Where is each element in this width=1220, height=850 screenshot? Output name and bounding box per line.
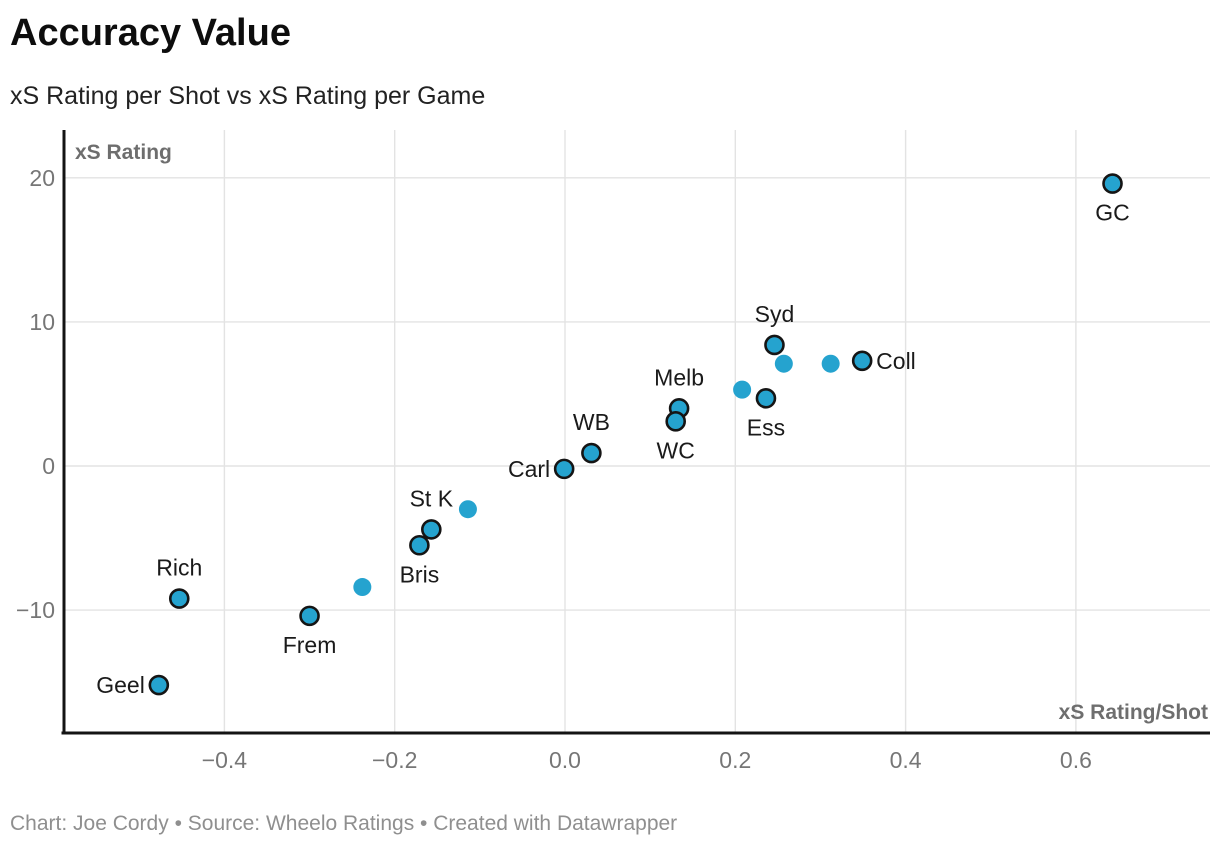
y-tick-label: −10 <box>16 597 55 623</box>
point-label: GC <box>1095 200 1130 226</box>
x-tick-label: −0.4 <box>202 747 248 773</box>
data-point-carl[interactable] <box>553 458 575 480</box>
point-label: Melb <box>654 364 704 390</box>
x-tick-label: 0.6 <box>1060 747 1092 773</box>
data-point-unlabeled[interactable] <box>733 380 752 399</box>
y-axis-title: xS Rating <box>75 141 172 164</box>
x-tick-label: 0.0 <box>549 747 581 773</box>
point-label: Ess <box>747 414 785 440</box>
y-tick-label: 10 <box>29 309 55 335</box>
tick-layer: 20 10 0 −10 −0.4 −0.2 0.0 0.2 0.4 0.6 <box>16 165 1092 773</box>
data-point-unlabeled[interactable] <box>458 500 477 519</box>
chart-title: Accuracy Value <box>10 12 291 54</box>
data-point-bris[interactable] <box>409 534 430 556</box>
data-point-wc[interactable] <box>665 411 686 432</box>
x-axis-title: xS Rating/Shot <box>1059 701 1208 724</box>
data-point-rich[interactable] <box>168 588 190 609</box>
data-point-unlabeled[interactable] <box>774 354 793 373</box>
point-label: Rich <box>156 555 202 581</box>
chart-footer-credits: Chart: Joe Cordy • Source: Wheelo Rating… <box>10 812 678 835</box>
point-label: Coll <box>876 348 916 374</box>
x-tick-label: 0.4 <box>890 747 922 773</box>
data-point-st-k[interactable] <box>421 519 442 540</box>
data-point-gc[interactable] <box>1102 173 1123 194</box>
point-label: Geel <box>96 672 145 698</box>
data-point-frem[interactable] <box>299 605 320 627</box>
data-point-wb[interactable] <box>581 442 602 464</box>
point-label: Bris <box>400 561 440 587</box>
data-point-ess[interactable] <box>755 387 777 409</box>
x-tick-label: 0.2 <box>719 747 751 773</box>
y-tick-label: 20 <box>29 165 55 191</box>
point-layer: GC Syd Coll Ess Melb WC WB Carl St K Bris Rich Frem… <box>96 173 1130 698</box>
x-tick-label: −0.2 <box>372 747 417 773</box>
grid-layer <box>63 130 1210 733</box>
point-label: WB <box>573 409 610 435</box>
axis-layer <box>61 130 1210 735</box>
point-label: St K <box>410 485 454 511</box>
point-label: Syd <box>755 301 795 327</box>
data-point-syd[interactable] <box>764 334 785 356</box>
point-label: Carl <box>508 456 550 482</box>
data-point-geel[interactable] <box>148 674 170 696</box>
data-point-coll[interactable] <box>851 350 873 372</box>
data-point-unlabeled[interactable] <box>821 354 840 373</box>
point-label: WC <box>657 437 695 463</box>
data-point-unlabeled[interactable] <box>353 578 372 597</box>
y-tick-label: 0 <box>42 453 55 479</box>
point-label: Frem <box>283 632 337 658</box>
chart-subtitle: xS Rating per Shot vs xS Rating per Game <box>10 82 486 110</box>
